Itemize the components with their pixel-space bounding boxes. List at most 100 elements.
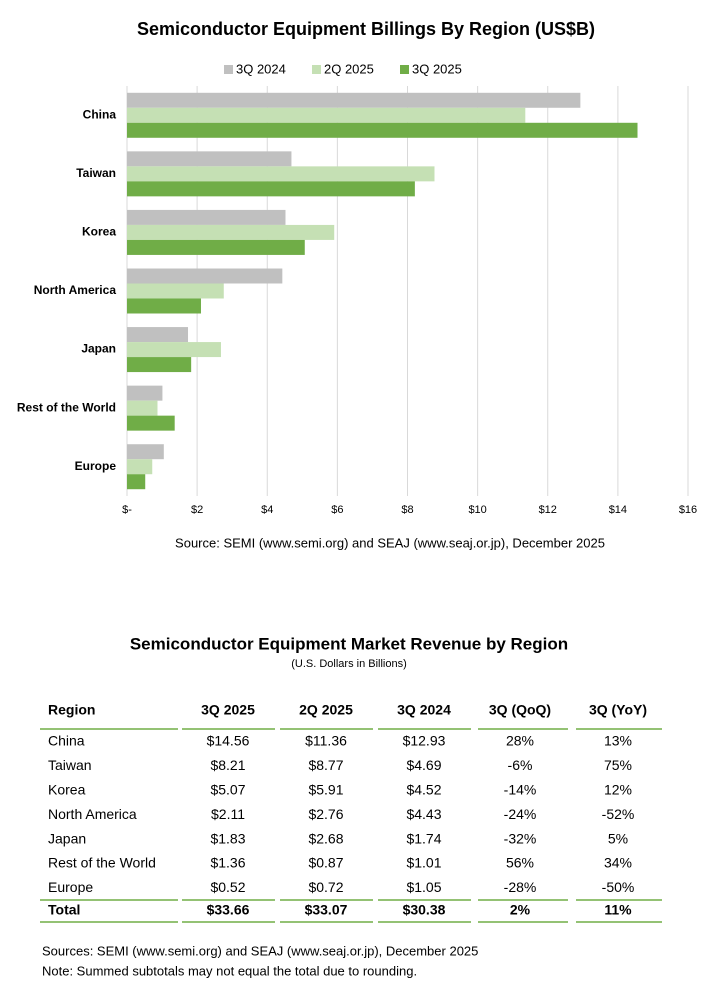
bar: [127, 357, 192, 373]
table-title: Semiconductor Equipment Market Revenue b…: [130, 634, 568, 653]
table-note: Sources: SEMI (www.semi.org) and SEAJ (w…: [42, 943, 478, 958]
bar: [127, 459, 153, 475]
legend-label: 3Q 2024: [236, 61, 286, 76]
bar: [127, 298, 201, 314]
table-cell: 34%: [604, 855, 632, 871]
table-cell: $8.21: [210, 757, 245, 773]
bar: [127, 181, 415, 197]
table-cell: Region: [48, 702, 95, 718]
table-cell: China: [48, 733, 85, 749]
chart-title: Semiconductor Equipment Billings By Regi…: [137, 19, 595, 39]
bar: [127, 122, 638, 138]
table-cell: Total: [48, 902, 80, 918]
bar: [127, 209, 286, 225]
table-cell: 11%: [604, 902, 632, 918]
legend-label: 3Q 2025: [412, 61, 462, 76]
bar: [127, 92, 581, 108]
bar: [127, 239, 305, 255]
table-cell: 2Q 2025: [299, 702, 353, 718]
x-tick-label: $12: [539, 504, 557, 516]
table-cell: $12.93: [403, 733, 446, 749]
table-cell: 75%: [604, 757, 632, 773]
table-cell: $1.01: [406, 855, 441, 871]
bar: [127, 268, 283, 284]
bar: [127, 400, 158, 416]
table-cell: $33.07: [305, 902, 348, 918]
table-cell: Europe: [48, 879, 93, 895]
table-cell: $11.36: [305, 733, 347, 749]
table-cell: 5%: [608, 830, 628, 846]
table-cell: Korea: [48, 782, 86, 798]
table-cell: $0.52: [210, 879, 245, 895]
y-tick-label: Rest of the World: [17, 400, 116, 414]
x-tick-label: $6: [331, 504, 343, 516]
table-cell: North America: [48, 806, 137, 822]
x-tick-label: $16: [679, 504, 697, 516]
bar: [127, 107, 526, 123]
table-cell: $2.68: [308, 830, 343, 846]
table-cell: Japan: [48, 830, 86, 846]
legend-label: 2Q 2025: [324, 61, 374, 76]
table-subtitle: (U.S. Dollars in Billions): [291, 658, 407, 670]
x-tick-label: $-: [122, 504, 132, 516]
table-cell: 56%: [506, 855, 534, 871]
table-cell: $1.05: [406, 879, 441, 895]
bar: [127, 385, 163, 401]
bar: [127, 444, 164, 460]
legend-marker: [400, 65, 409, 74]
table-cell: 12%: [604, 782, 632, 798]
table-cell: 3Q 2025: [201, 702, 255, 718]
table-cell: 3Q (YoY): [589, 702, 647, 718]
table-cell: $2.76: [308, 806, 343, 822]
table-cell: $8.77: [308, 757, 343, 773]
table-cell: 2%: [510, 902, 531, 918]
table-cell: $30.38: [403, 902, 446, 918]
table-cell: -52%: [602, 806, 635, 822]
table-cell: $1.83: [210, 830, 245, 846]
table-cell: $1.36: [210, 855, 245, 871]
bar: [127, 224, 335, 240]
bar: [127, 166, 435, 182]
table-cell: $1.74: [406, 830, 441, 846]
x-tick-label: $2: [191, 504, 203, 516]
bar: [127, 415, 175, 431]
bar: [127, 474, 146, 490]
y-tick-label: China: [83, 107, 117, 121]
x-tick-label: $14: [609, 504, 627, 516]
table-cell: -14%: [504, 782, 537, 798]
table-cell: $5.91: [308, 782, 343, 798]
legend-marker: [312, 65, 321, 74]
x-tick-label: $8: [401, 504, 413, 516]
y-tick-label: Korea: [82, 225, 116, 239]
y-tick-label: North America: [34, 283, 117, 297]
table-cell: 3Q 2024: [397, 702, 451, 718]
bar: [127, 327, 189, 343]
x-tick-label: $4: [261, 504, 273, 516]
table-cell: 3Q (QoQ): [489, 702, 551, 718]
y-tick-label: Europe: [75, 459, 117, 473]
x-tick-label: $10: [468, 504, 486, 516]
table-cell: $2.11: [211, 806, 245, 822]
table-cell: -6%: [508, 757, 533, 773]
chart-source: Source: SEMI (www.semi.org) and SEAJ (ww…: [175, 535, 605, 550]
table-cell: -32%: [504, 830, 537, 846]
bar: [127, 283, 224, 299]
y-tick-label: Taiwan: [76, 166, 116, 180]
table-cell: $5.07: [210, 782, 245, 798]
table-cell: -28%: [504, 879, 537, 895]
table-cell: $0.72: [308, 879, 343, 895]
y-tick-label: Japan: [81, 342, 116, 356]
table-cell: -50%: [602, 879, 635, 895]
table-cell: 28%: [506, 733, 534, 749]
table-cell: -24%: [504, 806, 537, 822]
table-cell: $14.56: [207, 733, 250, 749]
table-cell: Taiwan: [48, 757, 92, 773]
bar: [127, 342, 221, 358]
bar: [127, 151, 292, 167]
table-cell: $0.87: [308, 855, 343, 871]
table-cell: $4.43: [406, 806, 441, 822]
table-note: Note: Summed subtotals may not equal the…: [42, 963, 417, 978]
table-cell: 13%: [604, 733, 632, 749]
table-cell: $4.69: [406, 757, 441, 773]
